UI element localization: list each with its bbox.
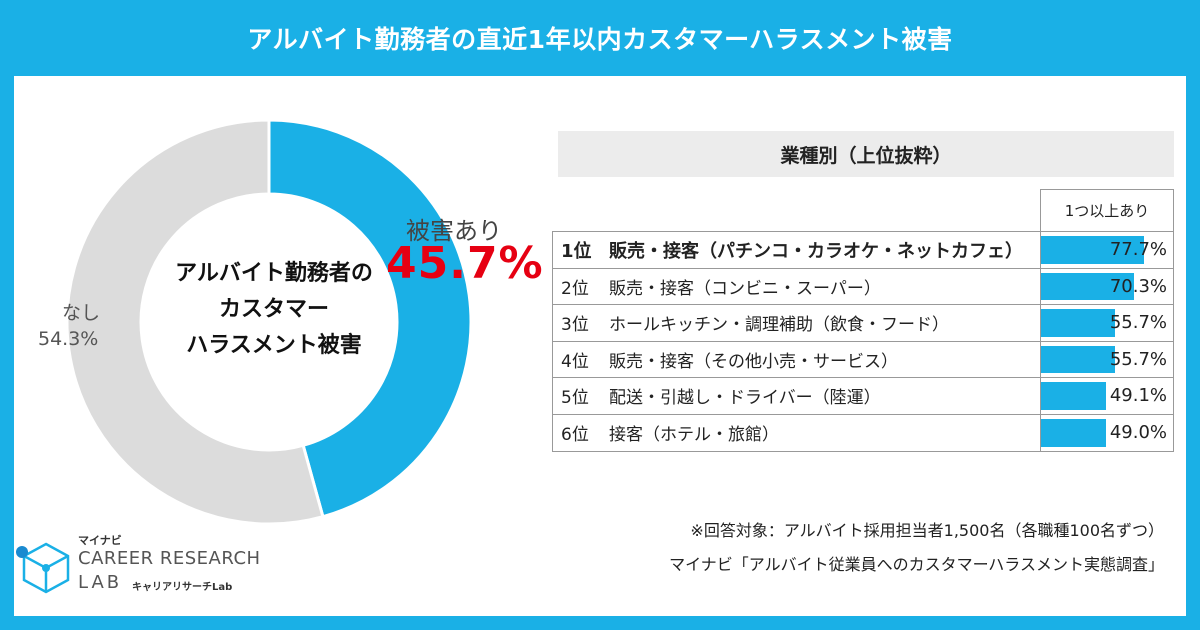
rank-label: 4位 販売・接客（その他小売・サービス） bbox=[553, 341, 1041, 377]
rank-number: 4位 bbox=[561, 351, 589, 372]
rank-value-cell: 49.1% bbox=[1041, 378, 1173, 414]
rank-value: 55.7% bbox=[1109, 312, 1167, 334]
rank-label: 3位 ホールキッチン・調理補助（飲食・フード） bbox=[553, 305, 1041, 341]
slice-label-no: なし bbox=[62, 302, 101, 324]
rank-industry: 接客（ホテル・旅館） bbox=[609, 425, 779, 446]
logo-career-text: CAREER RESEARCH bbox=[78, 548, 261, 569]
rank-industry: 販売・接客（コンビニ・スーパー） bbox=[609, 278, 881, 299]
table-row: 2位 販売・接客（コンビニ・スーパー） 70.3% bbox=[553, 268, 1173, 305]
donut-center-label: アルバイト勤務者の カスタマー ハラスメント被害 bbox=[164, 256, 384, 364]
rank-bar bbox=[1041, 309, 1115, 337]
rank-value: 55.7% bbox=[1109, 348, 1167, 370]
rank-industry: 販売・接客（パチンコ・カラオケ・ネットカフェ） bbox=[609, 240, 1023, 262]
rank-label: 5位 配送・引越し・ドライバー（陸運） bbox=[553, 378, 1041, 414]
slice-value-yes: 45.7% bbox=[386, 238, 544, 289]
content-panel: アルバイト勤務者の カスタマー ハラスメント被害 被害あり 45.7% なし 5… bbox=[14, 76, 1186, 616]
rank-bar bbox=[1041, 382, 1106, 410]
slice-label-yes: 被害あり bbox=[406, 217, 502, 245]
respondents-note: ※回答対象：アルバイト採用担当者1,500名（各職種100名ずつ） bbox=[690, 521, 1164, 540]
rank-value-cell: 49.0% bbox=[1041, 415, 1173, 452]
rank-value: 49.1% bbox=[1109, 385, 1167, 407]
rank-label: 1位 販売・接客（パチンコ・カラオケ・ネットカフェ） bbox=[553, 232, 1041, 268]
donut-slice-no bbox=[65, 118, 325, 526]
industry-column-header: 1つ以上あり bbox=[1040, 189, 1174, 231]
donut-center-line-2: カスタマー bbox=[218, 297, 329, 322]
rank-value-cell: 77.7% bbox=[1041, 232, 1173, 268]
rank-value-cell: 55.7% bbox=[1041, 342, 1173, 378]
slice-value-no: 54.3% bbox=[38, 328, 99, 350]
rank-number: 1位 bbox=[561, 240, 592, 262]
logo-mynavi-text: マイナビ bbox=[78, 534, 122, 547]
rank-bar bbox=[1041, 418, 1106, 447]
rank-industry: ホールキッチン・調理補助（飲食・フード） bbox=[609, 315, 949, 336]
industry-table-title: 業種別（上位抜粋） bbox=[558, 131, 1174, 177]
rank-label: 6位 接客（ホテル・旅館） bbox=[553, 414, 1041, 451]
rank-industry: 配送・引越し・ドライバー（陸運） bbox=[609, 388, 881, 409]
rank-value-cell: 55.7% bbox=[1041, 305, 1173, 341]
rank-bar bbox=[1041, 272, 1134, 300]
rank-value: 77.7% bbox=[1109, 239, 1167, 261]
table-row: 3位 ホールキッチン・調理補助（飲食・フード） 55.7% bbox=[553, 305, 1173, 342]
donut-center-line-3: ハラスメント被害 bbox=[186, 333, 362, 358]
logo-lab-text: LAB bbox=[78, 572, 123, 593]
donut-slice-yes bbox=[267, 118, 473, 519]
source-note: マイナビ「アルバイト従業員へのカスタマーハラスメント実態調査」 bbox=[669, 555, 1164, 574]
cube-logo-icon bbox=[16, 542, 70, 594]
rank-value: 49.0% bbox=[1109, 422, 1167, 444]
logo-sub-text: キャリアリサーチLab bbox=[132, 582, 233, 593]
table-row: 6位 接客（ホテル・旅館） 49.0% bbox=[553, 414, 1173, 452]
table-row: 5位 配送・引越し・ドライバー（陸運） 49.1% bbox=[553, 378, 1173, 415]
rank-value: 70.3% bbox=[1109, 275, 1167, 297]
rank-number: 3位 bbox=[561, 315, 589, 336]
rank-bar bbox=[1041, 236, 1144, 264]
donut-center-line-1: アルバイト勤務者の bbox=[175, 261, 373, 286]
rank-value-cell: 70.3% bbox=[1041, 269, 1173, 305]
rank-number: 5位 bbox=[561, 388, 589, 409]
rank-number: 6位 bbox=[561, 425, 589, 446]
page-title: アルバイト勤務者の直近1年以内カスタマーハラスメント被害 bbox=[247, 25, 953, 54]
rank-label: 2位 販売・接客（コンビニ・スーパー） bbox=[553, 268, 1041, 304]
table-row: 4位 販売・接客（その他小売・サービス） 55.7% bbox=[553, 341, 1173, 378]
industry-rank-table: 1位 販売・接客（パチンコ・カラオケ・ネットカフェ） 77.7% 2位 販売・接客（コン… bbox=[552, 231, 1174, 452]
rank-bar bbox=[1041, 345, 1115, 373]
rank-number: 2位 bbox=[561, 278, 589, 299]
donut-chart bbox=[65, 118, 473, 526]
career-research-lab-logo: マイナビ CAREER RESEARCH LAB キャリアリサーチLab bbox=[14, 528, 274, 608]
rank-industry: 販売・接客（その他小売・サービス） bbox=[609, 351, 898, 372]
table-row: 1位 販売・接客（パチンコ・カラオケ・ネットカフェ） 77.7% bbox=[553, 232, 1173, 269]
